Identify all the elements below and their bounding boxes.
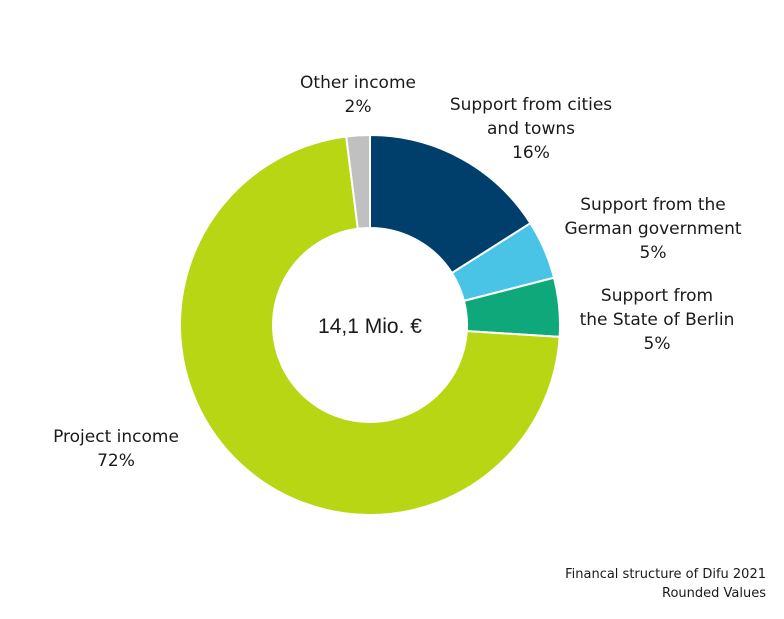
donut-slices [179,133,561,516]
footer-title: Financal structure of Difu 2021 [565,567,766,582]
slice-name-label-1: Support from cities [450,95,612,115]
slice-name-label-3: the State of Berlin [580,310,735,330]
slice-value-label-1: 16% [512,143,550,163]
slice-value-label-2: 5% [640,243,667,263]
slice-name-label-2: German government [564,219,741,239]
slice-name-label-1: and towns [487,119,575,139]
chart-footer: Financal structure of Difu 2021 Rounded … [565,565,766,603]
slice-labels: Support from cities and towns 16% Support f… [53,73,742,471]
center-total-label: 14,1 Mio. € [318,315,422,338]
donut-slice-4 [179,135,561,516]
donut-slice-5 [345,133,371,230]
footer-note: Rounded Values [662,586,766,601]
slice-name-label-5: Other income [300,73,416,93]
slice-value-label-3: 5% [644,334,671,354]
slice-name-label-2: Support from the [580,195,725,215]
slice-value-label-4: 72% [97,451,135,471]
slice-name-label-3: Support from [601,286,713,306]
slice-name-label-4: Project income [53,427,179,447]
donut-slice-1 [369,133,532,275]
slice-value-label-5: 2% [345,97,372,117]
